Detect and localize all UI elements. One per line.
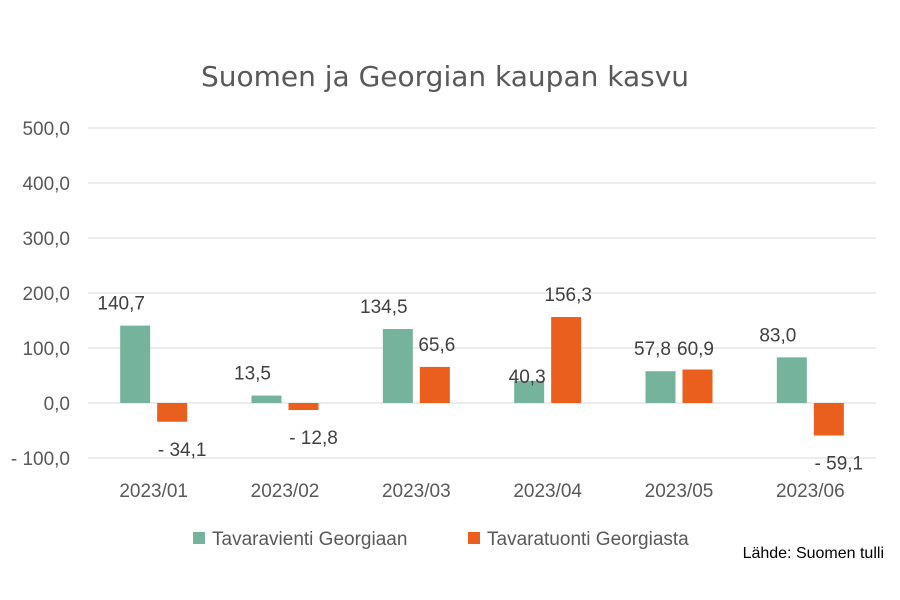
x-tick-label: 2023/06 [776, 481, 845, 502]
bar [776, 357, 807, 403]
bar [251, 395, 282, 403]
data-label: 140,7 [97, 294, 145, 315]
y-tick-label: - 100,0 [11, 449, 70, 470]
data-labels: 140,7 - 34,1 13,5 - 12,8 134,5 65,6 40,3 156,3 5… [97, 285, 863, 474]
data-label: 60,9 [677, 339, 714, 360]
x-tick-label: 2023/04 [513, 481, 582, 502]
data-label: 134,5 [360, 297, 408, 318]
bar [382, 329, 413, 403]
x-tick-label: 2023/03 [382, 481, 451, 502]
y-tick-label: 100,0 [22, 339, 70, 360]
data-label: 65,6 [418, 335, 455, 356]
data-label: - 59,1 [815, 454, 864, 475]
bar [288, 403, 319, 411]
y-tick-label: 200,0 [22, 284, 70, 305]
data-label: 40,3 [509, 367, 546, 388]
bars [120, 317, 844, 436]
legend-swatch [193, 532, 205, 544]
y-tick-label: 300,0 [22, 229, 70, 250]
data-label: 156,3 [544, 285, 592, 306]
bar [682, 369, 713, 403]
gridlines [88, 127, 876, 459]
chart-title: Suomen ja Georgian kaupan kasvu [201, 60, 689, 93]
source-note: Lähde: Suomen tulli [743, 545, 884, 562]
y-tick-label: 400,0 [22, 174, 70, 195]
x-tick-label: 2023/05 [645, 481, 714, 502]
x-axis-ticks: 2023/01 2023/02 2023/03 2023/04 2023/05 2023/… [119, 481, 844, 502]
data-label: 57,8 [634, 339, 671, 360]
x-tick-label: 2023/01 [119, 481, 188, 502]
bar [157, 403, 188, 422]
legend: Tavaravienti Georgiaan Tavaratuonti Georg… [193, 529, 689, 550]
data-label: - 34,1 [158, 440, 207, 461]
bar [645, 371, 676, 403]
legend-label: Tavaravienti Georgiaan [212, 529, 407, 550]
y-tick-label: 0,0 [44, 394, 70, 415]
x-tick-label: 2023/02 [251, 481, 320, 502]
y-tick-label: 500,0 [22, 119, 70, 140]
bar [514, 380, 545, 403]
data-label: - 12,8 [289, 428, 338, 449]
bar [419, 366, 450, 403]
bar [120, 325, 151, 403]
y-axis-ticks: 500,0 400,0 300,0 200,0 100,0 0,0 - 100,0 [11, 119, 70, 470]
data-label: 83,0 [759, 325, 796, 346]
bar [813, 403, 844, 436]
legend-label: Tavaratuonti Georgiasta [487, 529, 689, 550]
bar [551, 317, 582, 403]
legend-swatch [468, 532, 480, 544]
data-label: 13,5 [234, 364, 271, 385]
